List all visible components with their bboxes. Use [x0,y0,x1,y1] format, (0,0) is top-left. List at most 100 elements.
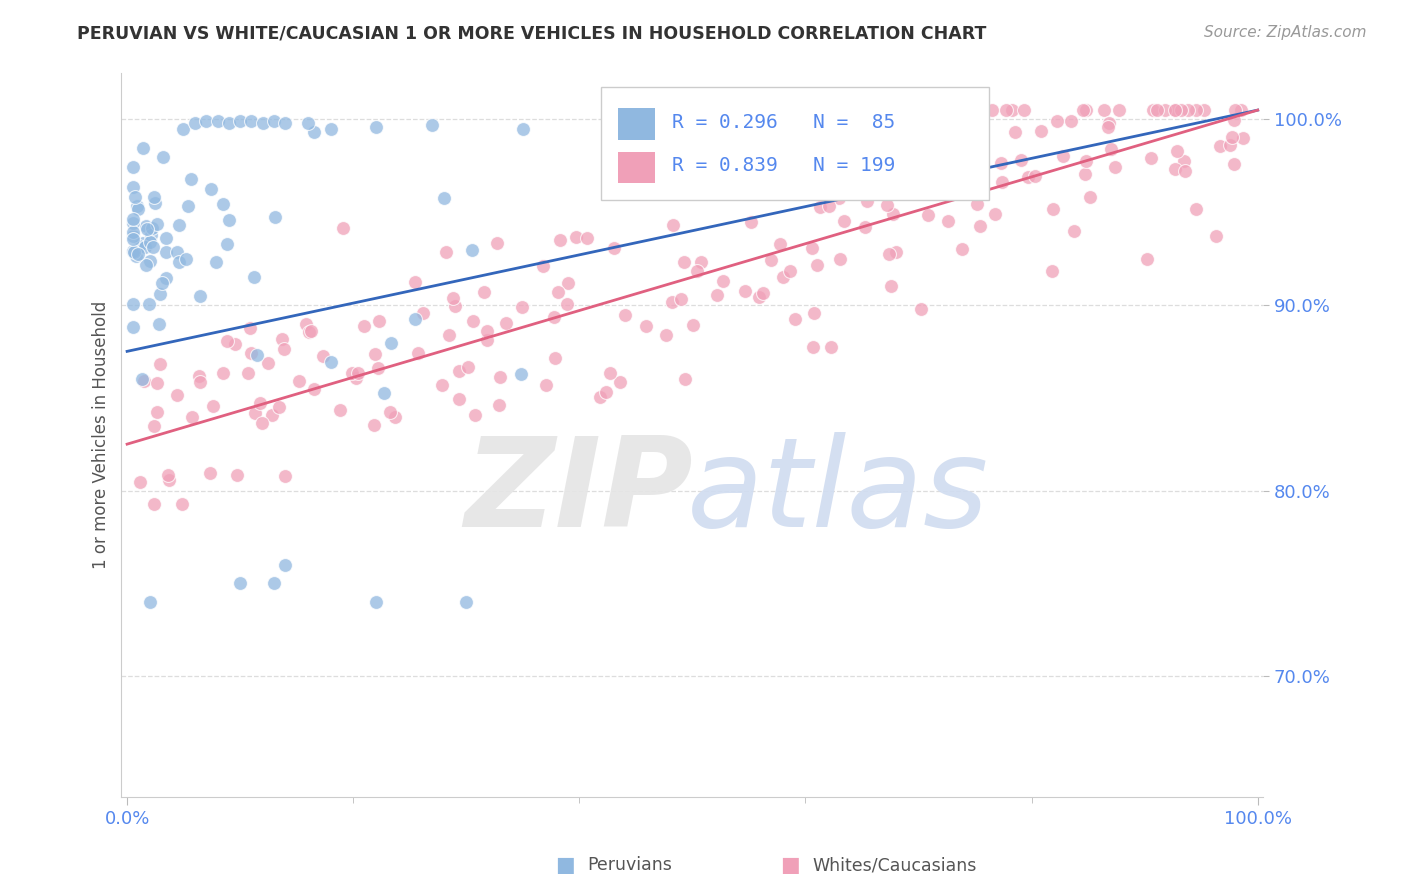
Point [1024,169,1046,184]
Point [1192,103,1215,117]
Point [297,116,319,130]
Point [1173,154,1195,169]
Point [984,206,1007,220]
Point [201,399,224,413]
Point [150,277,173,291]
Point [363,417,385,432]
Point [226,467,249,482]
Point [176,199,198,213]
Point [981,103,1004,117]
Point [555,297,578,311]
Point [509,367,531,381]
Point [853,220,876,235]
Point [876,198,898,212]
Point [543,310,565,325]
Text: Peruvians: Peruvians [588,856,672,874]
Point [367,360,389,375]
Point [134,240,156,254]
Point [673,255,696,269]
Bar [619,152,655,183]
Point [434,244,457,259]
Point [477,324,499,338]
Point [319,121,342,136]
Point [682,318,704,332]
Point [823,179,845,194]
Point [437,327,460,342]
Point [441,291,464,305]
Point [142,240,165,254]
Point [748,290,770,304]
Text: atlas: atlas [686,433,988,553]
Point [488,398,510,412]
Point [1076,103,1098,117]
Point [127,247,149,261]
Point [636,181,658,195]
Text: R = 0.839   N = 199: R = 0.839 N = 199 [672,156,896,175]
Point [135,259,157,273]
Point [1012,103,1035,117]
Point [969,219,991,234]
Point [952,242,974,256]
Point [461,243,484,257]
Point [122,161,145,175]
Point [671,292,693,306]
Point [155,244,177,259]
Point [828,191,851,205]
Point [457,359,479,374]
Point [1142,103,1164,117]
Point [769,237,792,252]
Point [706,287,728,301]
Point [443,299,465,313]
Point [125,249,148,263]
Point [463,314,485,328]
Point [263,114,285,128]
Point [1146,103,1168,117]
Point [188,289,211,303]
Point [229,114,252,128]
Point [332,221,354,235]
Point [298,325,321,339]
Point [856,194,879,208]
Point [1177,103,1199,117]
Point [884,244,907,259]
Point [139,254,162,268]
Point [139,228,162,243]
Point [801,340,824,354]
Point [990,156,1012,170]
Point [148,317,170,331]
Point [129,475,152,489]
Point [215,334,238,348]
Point [124,189,146,203]
Point [800,241,823,255]
Point [472,285,495,300]
Point [412,306,434,320]
Point [169,219,191,233]
Point [1078,189,1101,203]
Point [122,180,145,194]
Point [1104,161,1126,175]
Point [149,287,172,301]
Point [180,171,202,186]
Point [1092,103,1115,117]
Point [734,285,756,299]
Point [661,218,683,232]
Point [820,340,842,354]
Point [152,151,174,165]
Point [890,158,912,172]
Point [172,497,194,511]
Point [432,377,454,392]
Text: ■: ■ [555,855,575,875]
Point [808,200,831,214]
Point [910,301,932,316]
Point [531,259,554,273]
Point [353,318,375,333]
Point [364,595,387,609]
Point [447,364,470,378]
Point [557,277,579,291]
Point [138,297,160,311]
Point [485,235,508,250]
Point [252,417,274,431]
Point [380,335,402,350]
Point [599,366,621,380]
Y-axis label: 1 or more Vehicles in Household: 1 or more Vehicles in Household [93,301,110,569]
